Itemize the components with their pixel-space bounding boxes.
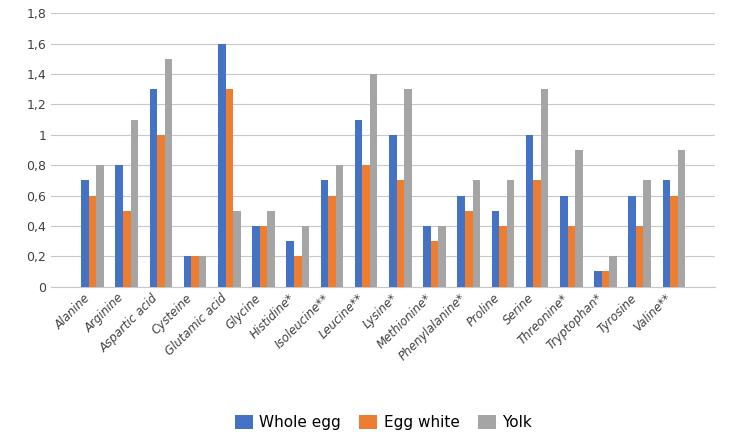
Bar xyxy=(472,180,480,287)
Bar xyxy=(96,165,104,287)
Bar xyxy=(602,272,610,287)
Bar xyxy=(389,135,396,287)
Bar xyxy=(541,89,548,287)
Bar xyxy=(150,89,157,287)
Bar xyxy=(491,211,499,287)
Bar xyxy=(218,44,226,287)
Bar xyxy=(328,195,336,287)
Bar xyxy=(370,74,377,287)
Bar xyxy=(567,226,575,287)
Bar xyxy=(677,150,685,287)
Bar xyxy=(294,256,301,287)
Legend: Whole egg, Egg white, Yolk: Whole egg, Egg white, Yolk xyxy=(228,409,538,437)
Bar xyxy=(165,59,172,287)
Bar xyxy=(534,180,541,287)
Bar xyxy=(81,180,89,287)
Bar xyxy=(404,89,412,287)
Bar xyxy=(184,256,191,287)
Bar xyxy=(286,241,294,287)
Bar xyxy=(499,226,507,287)
Bar xyxy=(199,256,207,287)
Bar xyxy=(670,195,677,287)
Bar xyxy=(131,120,138,287)
Bar xyxy=(301,226,309,287)
Bar xyxy=(362,165,370,287)
Bar xyxy=(226,89,233,287)
Bar xyxy=(575,150,583,287)
Bar xyxy=(431,241,438,287)
Bar xyxy=(260,226,267,287)
Bar xyxy=(438,226,446,287)
Bar xyxy=(423,226,431,287)
Bar xyxy=(636,226,643,287)
Bar xyxy=(336,165,343,287)
Bar xyxy=(191,256,199,287)
Bar xyxy=(610,256,617,287)
Bar xyxy=(458,195,465,287)
Bar xyxy=(465,211,472,287)
Bar xyxy=(663,180,670,287)
Bar xyxy=(507,180,514,287)
Bar xyxy=(560,195,567,287)
Bar xyxy=(123,211,131,287)
Bar xyxy=(320,180,329,287)
Bar xyxy=(89,195,96,287)
Bar xyxy=(267,211,275,287)
Bar xyxy=(526,135,534,287)
Bar xyxy=(253,226,260,287)
Bar xyxy=(629,195,636,287)
Bar xyxy=(355,120,362,287)
Bar xyxy=(396,180,404,287)
Bar xyxy=(594,272,602,287)
Bar xyxy=(115,165,123,287)
Bar xyxy=(643,180,651,287)
Bar xyxy=(157,135,165,287)
Bar xyxy=(233,211,241,287)
